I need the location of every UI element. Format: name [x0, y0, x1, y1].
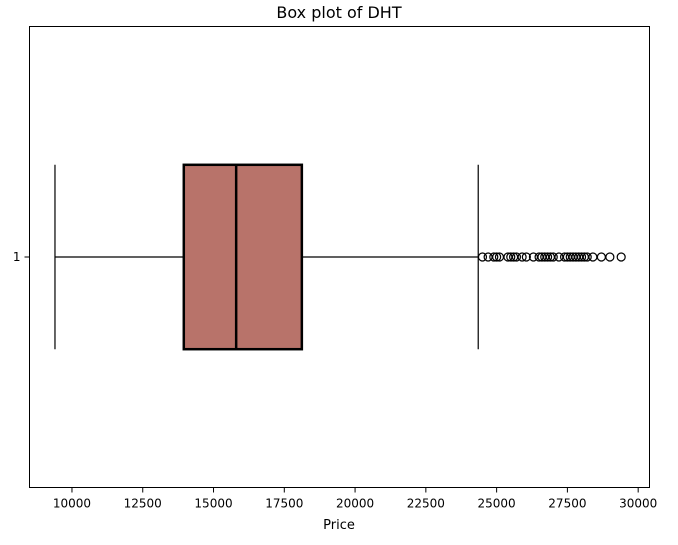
x-tick-label: 30000: [619, 497, 657, 511]
outlier-point: [542, 252, 553, 262]
outlier-point: [477, 252, 488, 262]
x-tick-label: 22500: [407, 497, 445, 511]
x-tick-label: 12500: [124, 497, 162, 511]
outlier-point: [605, 252, 615, 262]
x-tick-label: 10000: [53, 497, 91, 511]
x-tick-label: 20000: [336, 497, 374, 511]
outlier-point: [492, 252, 502, 262]
outlier-layer: [477, 252, 626, 262]
outlier-point: [521, 252, 531, 262]
outlier-point: [576, 252, 587, 262]
outlier-point: [506, 252, 516, 262]
outlier-point: [517, 252, 527, 262]
x-axis-label: Price: [323, 518, 355, 533]
x-tick-label: 17500: [265, 497, 303, 511]
y-axis: 1: [13, 250, 30, 264]
x-tick-label: 27500: [548, 497, 586, 511]
box-layer: [54, 163, 479, 351]
x-tick-label: 25000: [478, 497, 516, 511]
x-axis: 10000 12500 15000 17500 20000 22500 25000 27500…: [53, 487, 657, 511]
outlier-point: [548, 252, 558, 262]
x-tick-label: 15000: [194, 497, 232, 511]
outlier-point: [596, 252, 606, 262]
outlier-point: [489, 252, 499, 262]
outlier-point: [588, 252, 598, 262]
outlier-point: [511, 252, 522, 262]
outlier-point: [582, 252, 592, 262]
y-tick-label: 1: [13, 250, 21, 264]
chart-title: Box plot of DHT: [276, 3, 401, 22]
outlier-point: [616, 252, 626, 262]
iqr-box: [182, 163, 304, 351]
